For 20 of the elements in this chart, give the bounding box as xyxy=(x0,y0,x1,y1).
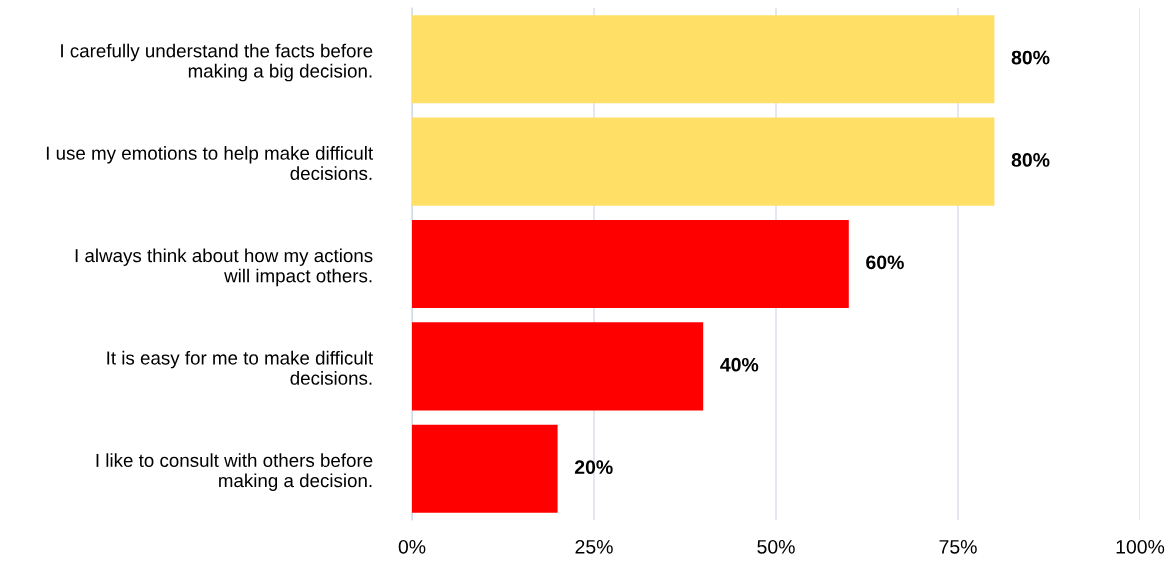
y-tick-label: It is easy for me to make difficult decisions. xyxy=(107,350,373,385)
data-label: 40% xyxy=(720,357,759,372)
x-tick-label: 50% xyxy=(757,539,795,554)
y-tick-label: I always think about how my actions will impact others. xyxy=(75,248,373,287)
data-label: 80% xyxy=(1011,50,1050,65)
data-label: 20% xyxy=(574,460,613,475)
y-tick-label: I carefully understand the facts before making a big decision. xyxy=(61,43,373,82)
x-tick-label: 75% xyxy=(939,540,977,554)
x-tick-label: 100% xyxy=(1116,539,1165,554)
data-label: 80% xyxy=(1011,153,1050,167)
data-label: 60% xyxy=(866,255,904,270)
bar xyxy=(412,15,995,104)
x-tick-label: 25% xyxy=(575,539,613,554)
y-tick-label: I use my emotions to help make difficult decisions. xyxy=(46,146,373,181)
bar xyxy=(412,117,995,206)
bar xyxy=(412,219,849,309)
y-tick-label: I like to consult with others before making a decision. xyxy=(96,453,373,491)
bar xyxy=(412,322,704,411)
x-tick-label: 0% xyxy=(398,539,426,554)
bar xyxy=(412,424,558,513)
